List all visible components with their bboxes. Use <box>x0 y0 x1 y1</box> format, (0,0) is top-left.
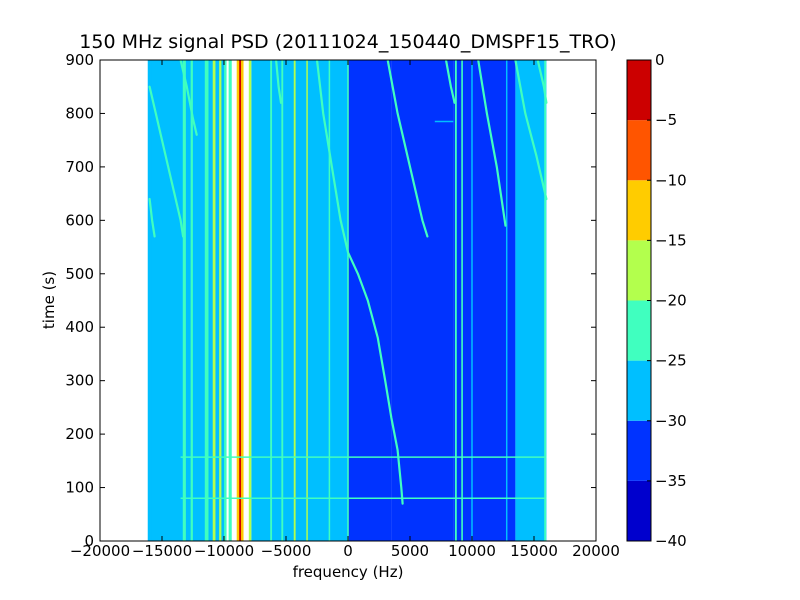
signal-trace-8 <box>536 60 548 104</box>
carrier-line-17 <box>454 60 457 541</box>
carrier-line-13 <box>293 60 296 541</box>
x-tick-label: −15000 <box>132 542 192 560</box>
colorbar: −40 −35 −30 −25 −20 −15 −10 −5 0 <box>626 51 687 550</box>
colorbar-tick-label: −10 <box>655 171 687 189</box>
y-tick-label: 0 <box>84 532 94 550</box>
y-tick-label: 300 <box>65 372 94 390</box>
signal-trace-3 <box>275 60 283 104</box>
signal-trace-1 <box>148 197 156 238</box>
colorbar-tick-label: −25 <box>655 352 687 370</box>
carrier-line-14 <box>306 60 308 541</box>
y-tick-label: 100 <box>65 479 94 497</box>
colorbar-tick-label: −5 <box>655 111 677 129</box>
signal-traces <box>148 60 548 505</box>
vertical-carrier-lines <box>147 60 547 541</box>
x-tick-label: 5000 <box>391 542 429 560</box>
carrier-line-2 <box>190 60 193 541</box>
colorbar-block-2 <box>627 360 651 421</box>
x-axis-label: frequency (Hz) <box>293 563 404 581</box>
colorbar-block-1 <box>627 420 651 481</box>
carrier-line-10 <box>248 60 252 541</box>
colorbar-tick-label: −35 <box>655 472 687 490</box>
carrier-line-16 <box>347 60 349 541</box>
x-tick-label: −5000 <box>261 542 312 560</box>
y-tick-label: 900 <box>65 51 94 69</box>
y-axis-ticks: 0 100 200 300 400 500 600 700 800 900 <box>65 51 596 550</box>
heatmap-band-1 <box>251 60 286 541</box>
x-tick-label: −10000 <box>194 542 254 560</box>
signal-trace-4 <box>315 60 404 505</box>
heatmap-band-2 <box>286 60 348 541</box>
colorbar-tick-label: −30 <box>655 412 687 430</box>
colorbar-tick-label: 0 <box>655 51 665 69</box>
colorbar-block-6 <box>627 120 651 181</box>
heatmap-band-6 <box>515 60 547 541</box>
colorbar-blocks <box>627 60 651 541</box>
carrier-line-5 <box>219 60 222 541</box>
y-tick-label: 500 <box>65 265 94 283</box>
signal-trace-2 <box>179 60 198 136</box>
y-tick-label: 600 <box>65 211 94 229</box>
colorbar-tick-label: −40 <box>655 532 687 550</box>
signal-trace-9 <box>444 60 456 104</box>
carrier-line-0 <box>147 60 152 541</box>
colorbar-block-5 <box>627 180 651 241</box>
carrier-line-6 <box>224 60 227 541</box>
carrier-line-18 <box>461 60 463 541</box>
heatmap-band-5 <box>453 60 516 541</box>
heatmap-band-3 <box>348 60 392 541</box>
horizontal-lines <box>180 120 547 499</box>
signal-trace-7 <box>514 60 548 201</box>
carrier-line-9 <box>239 60 242 541</box>
y-axis-label: time (s) <box>40 271 58 329</box>
carrier-line-4 <box>212 60 216 541</box>
chart-title: 150 MHz signal PSD (20111024_150440_DMSP… <box>79 31 616 53</box>
x-tick-label: 0 <box>343 542 353 560</box>
carrier-line-1 <box>182 60 186 541</box>
carrier-line-21 <box>544 60 547 541</box>
colorbar-block-0 <box>627 480 651 541</box>
heatmap-image <box>147 60 548 541</box>
heatmap-band-4 <box>391 60 454 541</box>
carrier-line-20 <box>505 60 508 541</box>
carrier-line-19 <box>471 60 473 541</box>
carrier-line-11 <box>270 60 273 541</box>
y-tick-label: 700 <box>65 158 94 176</box>
y-tick-label: 400 <box>65 318 94 336</box>
carrier-line-15 <box>328 60 331 541</box>
x-tick-label: 10000 <box>448 542 496 560</box>
x-tick-label: −20000 <box>70 542 130 560</box>
carrier-line-7 <box>228 60 232 541</box>
colorbar-block-3 <box>627 300 651 361</box>
x-tick-label: 20000 <box>572 542 620 560</box>
colorbar-block-7 <box>627 60 651 121</box>
x-axis-ticks: −20000 −15000 −10000 −5000 0 5000 10000 15000 20… <box>70 60 620 560</box>
colorbar-ticks: −40 −35 −30 −25 −20 −15 −10 −5 0 <box>647 51 687 550</box>
x-tick-label: 15000 <box>510 542 558 560</box>
carrier-line-12 <box>281 60 284 541</box>
colorbar-tick-label: −20 <box>655 292 687 310</box>
colorbar-tick-label: −15 <box>655 231 687 249</box>
signal-trace-5 <box>386 60 429 238</box>
signal-trace-6 <box>477 60 507 227</box>
y-tick-label: 200 <box>65 425 94 443</box>
y-tick-label: 800 <box>65 104 94 122</box>
colorbar-block-4 <box>627 240 651 301</box>
carrier-line-3 <box>204 60 209 541</box>
signal-trace-0 <box>148 85 185 238</box>
